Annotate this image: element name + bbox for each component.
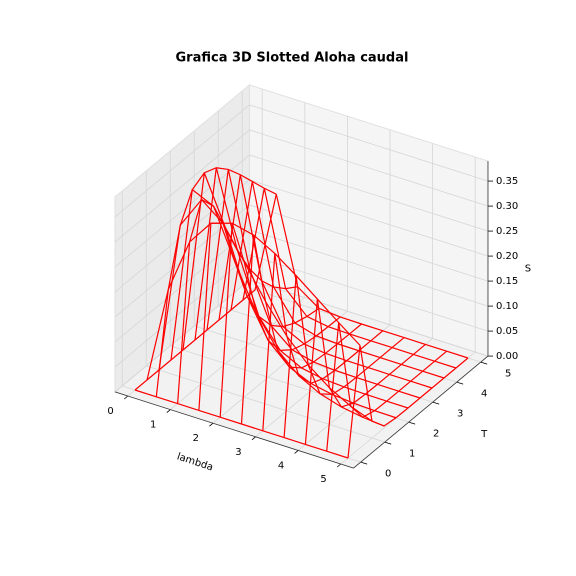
z-tick-label: 0.15: [496, 276, 518, 287]
tick-mark: [408, 421, 416, 425]
x-axis-line: [114, 391, 354, 469]
wire-column: [134, 289, 256, 391]
grid-line: [249, 129, 489, 207]
grid-line: [114, 129, 250, 243]
wire-column: [177, 198, 298, 404]
tick-mark: [456, 381, 464, 385]
tick-mark: [384, 441, 392, 445]
grid-line: [249, 104, 489, 182]
wire-column: [198, 222, 320, 411]
grid-line: [249, 204, 489, 282]
y-tick-label: 2: [433, 429, 439, 440]
y-tick-label: 5: [505, 369, 511, 380]
z-tick-label: 0.00: [496, 351, 518, 362]
wire-column: [326, 322, 448, 452]
x-tick-label: 0: [107, 406, 113, 417]
z-tick-label: 0.30: [496, 201, 518, 212]
grid-line: [212, 310, 348, 424]
wire-column: [155, 167, 277, 397]
tick-mark: [294, 450, 299, 454]
x-tick-label: 3: [235, 447, 241, 458]
z-tick-label: 0.25: [496, 226, 518, 237]
z-tick-label: 0.10: [496, 301, 518, 312]
chart-title: Grafica 3D Slotted Aloha caudal: [176, 51, 409, 66]
y-tick-label: 4: [481, 389, 487, 400]
tick-mark: [123, 395, 129, 400]
tick-mark: [480, 361, 488, 365]
grid-line: [114, 154, 250, 268]
grid-line: [146, 365, 385, 443]
tick-mark: [166, 409, 171, 413]
x-tick-label: 5: [320, 474, 326, 485]
tick-mark: [209, 422, 214, 427]
x-tick-label: 1: [150, 420, 156, 431]
wire-column: [262, 253, 384, 431]
x-tick-label: 4: [278, 460, 284, 471]
y-tick-label: 3: [457, 409, 463, 420]
grid-line: [249, 179, 489, 257]
tick-mark: [336, 463, 342, 468]
wire-column: [283, 275, 405, 438]
y-axis-label: T: [480, 429, 488, 440]
x-tick-label: 2: [193, 433, 199, 444]
grid-line: [114, 104, 250, 218]
grid-line: [170, 345, 409, 423]
grid-line: [114, 229, 250, 343]
y-axis-line: [353, 355, 489, 469]
grid-line: [114, 254, 250, 368]
grid-line: [114, 179, 250, 293]
x-axis-label: lambda: [175, 451, 214, 473]
wire-column: [219, 223, 341, 418]
y-tick-label: 0: [385, 469, 391, 480]
y-tick-label: 1: [409, 449, 415, 460]
tick-mark: [251, 436, 256, 441]
z-tick-label: 0.05: [496, 326, 518, 337]
z-tick-label: 0.35: [496, 176, 518, 187]
grid-line: [170, 297, 306, 410]
tick-mark: [360, 461, 368, 465]
grid-line: [249, 229, 489, 307]
z-tick-label: 0.20: [496, 251, 518, 262]
tick-mark: [432, 401, 440, 405]
wire-column: [304, 298, 426, 445]
wire-column: [347, 345, 469, 459]
z-axis-label: S: [525, 264, 531, 275]
grid-line: [249, 154, 489, 232]
